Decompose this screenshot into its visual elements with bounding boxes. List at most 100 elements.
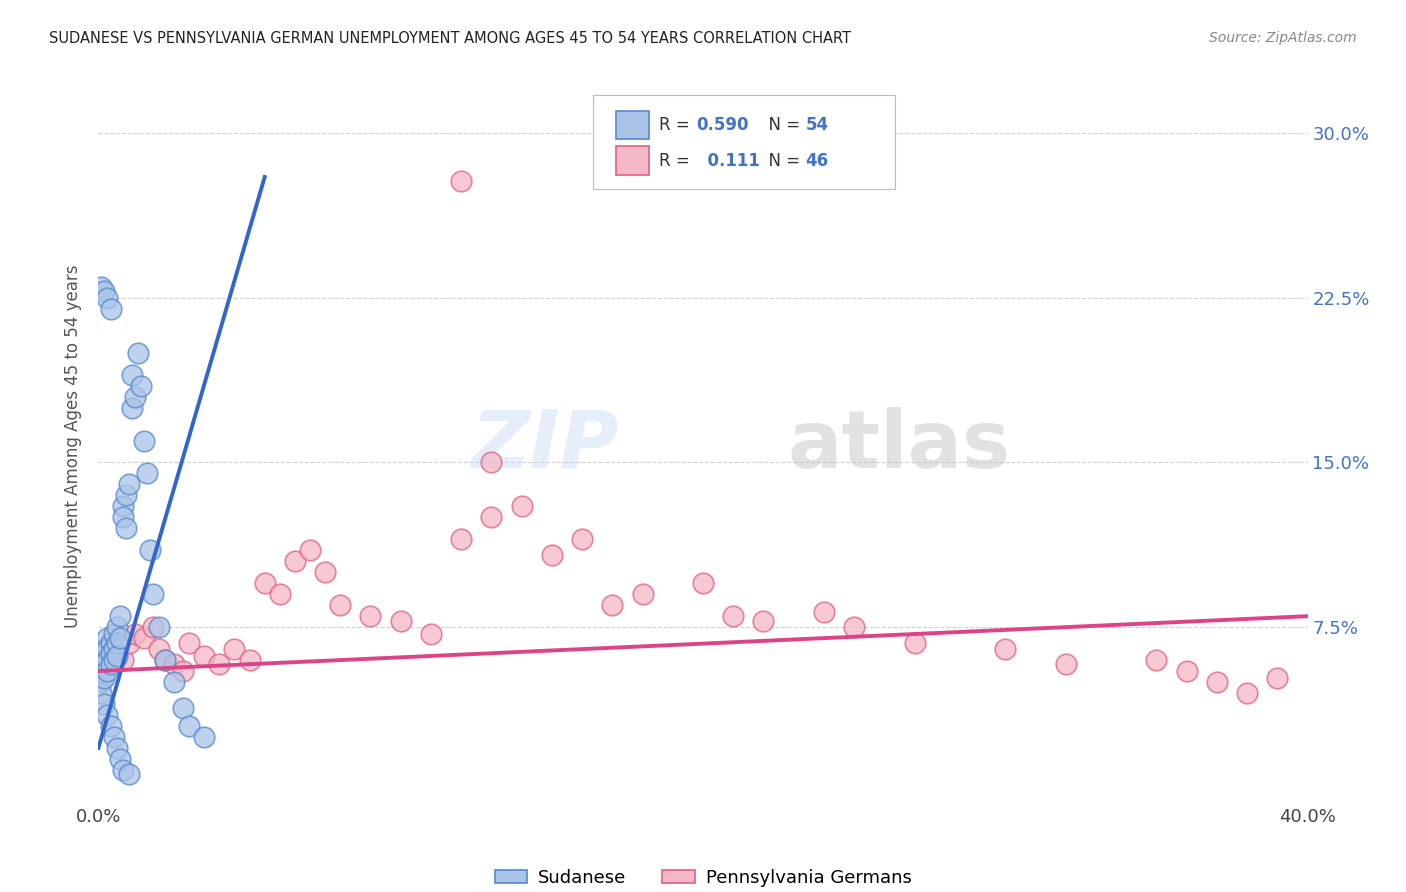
Point	[813, 605, 835, 619]
Point	[172, 664, 194, 678]
Point	[148, 642, 170, 657]
Point	[93, 284, 115, 298]
Point	[752, 614, 775, 628]
Point	[100, 657, 122, 672]
Text: SUDANESE VS PENNSYLVANIA GERMAN UNEMPLOYMENT AMONG AGES 45 TO 54 YEARS CORRELATI: SUDANESE VS PENNSYLVANIA GERMAN UNEMPLOY…	[49, 31, 851, 46]
Point	[132, 631, 155, 645]
Point	[193, 730, 215, 744]
Point	[481, 510, 503, 524]
Point	[103, 626, 125, 640]
Point	[111, 763, 134, 777]
Point	[90, 280, 112, 294]
Point	[96, 631, 118, 645]
Point	[124, 390, 146, 404]
Legend: Sudanese, Pennsylvania Germans: Sudanese, Pennsylvania Germans	[488, 862, 918, 892]
Point	[179, 719, 201, 733]
Point	[284, 554, 307, 568]
Point	[93, 657, 115, 672]
Point	[179, 635, 201, 649]
Point	[96, 708, 118, 723]
Text: N =: N =	[758, 116, 806, 134]
Point	[142, 620, 165, 634]
Point	[121, 401, 143, 415]
Point	[90, 686, 112, 700]
Point	[135, 467, 157, 481]
Point	[148, 620, 170, 634]
Point	[1236, 686, 1258, 700]
Point	[96, 653, 118, 667]
Point	[172, 701, 194, 715]
Y-axis label: Unemployment Among Ages 45 to 54 years: Unemployment Among Ages 45 to 54 years	[65, 264, 83, 628]
Point	[299, 543, 322, 558]
Point	[118, 477, 141, 491]
Point	[153, 653, 176, 667]
Point	[844, 620, 866, 634]
Point	[142, 587, 165, 601]
Text: 0.590: 0.590	[696, 116, 748, 134]
Point	[1267, 671, 1289, 685]
Text: N =: N =	[758, 152, 806, 169]
Point	[163, 657, 186, 672]
Point	[1144, 653, 1167, 667]
Point	[103, 642, 125, 657]
Point	[100, 635, 122, 649]
Point	[103, 730, 125, 744]
Point	[121, 368, 143, 382]
Point	[108, 609, 131, 624]
Point	[114, 521, 136, 535]
Point	[124, 626, 146, 640]
Point	[420, 626, 443, 640]
Text: atlas: atlas	[787, 407, 1011, 485]
Point	[103, 653, 125, 667]
Point	[1054, 657, 1077, 672]
Text: ZIP: ZIP	[471, 407, 619, 485]
Point	[193, 648, 215, 663]
Point	[118, 767, 141, 781]
Point	[631, 587, 654, 601]
Text: 46: 46	[806, 152, 828, 169]
Point	[105, 620, 128, 634]
Point	[93, 653, 115, 667]
Point	[105, 648, 128, 663]
Point	[96, 664, 118, 678]
Point	[96, 291, 118, 305]
Point	[904, 635, 927, 649]
Point	[96, 642, 118, 657]
Point	[129, 378, 152, 392]
Point	[100, 719, 122, 733]
Point	[360, 609, 382, 624]
Point	[114, 488, 136, 502]
Point	[118, 635, 141, 649]
Point	[450, 533, 472, 547]
Point	[253, 576, 276, 591]
Point	[90, 664, 112, 678]
Point	[111, 510, 134, 524]
Point	[510, 500, 533, 514]
Point	[389, 614, 412, 628]
Point	[540, 548, 562, 562]
Point	[163, 675, 186, 690]
Point	[93, 642, 115, 657]
Text: R =: R =	[659, 116, 696, 134]
Point	[269, 587, 291, 601]
Point	[93, 671, 115, 685]
Point	[153, 653, 176, 667]
Point	[1175, 664, 1198, 678]
Point	[111, 653, 134, 667]
Point	[602, 598, 624, 612]
Point	[692, 576, 714, 591]
Point	[132, 434, 155, 448]
Point	[90, 675, 112, 690]
Point	[100, 301, 122, 316]
Point	[139, 543, 162, 558]
Point	[723, 609, 745, 624]
Point	[571, 533, 593, 547]
Point	[450, 174, 472, 188]
Point	[329, 598, 352, 612]
Text: 54: 54	[806, 116, 828, 134]
Point	[93, 697, 115, 711]
Text: R =: R =	[659, 152, 696, 169]
Point	[994, 642, 1017, 657]
Point	[314, 566, 336, 580]
Point	[105, 635, 128, 649]
